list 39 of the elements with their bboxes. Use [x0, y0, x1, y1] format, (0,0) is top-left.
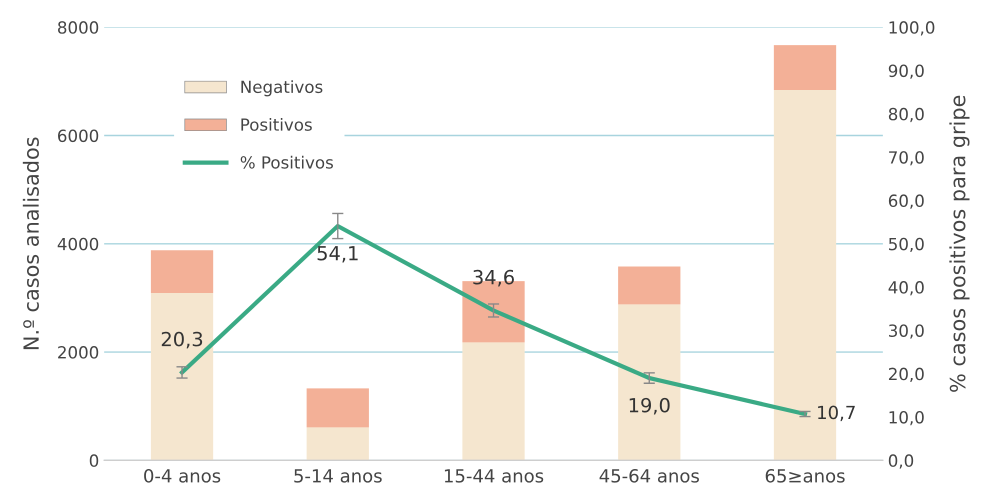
x-tick-label: 5-14 anos	[294, 469, 382, 483]
bar	[306, 427, 369, 460]
y-tick-label: 8000	[58, 21, 98, 34]
y-tick-label: 6000	[58, 129, 98, 142]
y2-tick-label: 60,0	[888, 194, 924, 209]
bar	[462, 342, 525, 460]
y2-tick-label: 0,0	[888, 454, 914, 469]
y-tick-label: 2000	[58, 346, 98, 359]
y2-axis-title: % casos positivos para gripe	[949, 96, 970, 392]
y2-tick-label: 30,0	[889, 324, 924, 339]
bar	[774, 45, 836, 90]
data-label: 19,0	[630, 398, 670, 415]
data-label: 34,6	[473, 270, 514, 286]
x-tick-label: 0-4 anos	[144, 469, 220, 483]
bar	[618, 304, 680, 460]
bar	[618, 266, 680, 304]
y-tick-label: 0	[90, 454, 98, 467]
y2-tick-label: 20,0	[888, 368, 924, 382]
y2-tick-label: 90,0	[888, 64, 924, 79]
y2-tick-label: 80,0	[888, 108, 924, 122]
bar	[150, 293, 214, 460]
legend-label: % Positivos	[240, 156, 333, 169]
y2-tick-label: 40,0	[888, 281, 924, 296]
y2-tick-label: 10,0	[890, 411, 924, 426]
legend-label: Positivos	[241, 118, 312, 131]
y2-tick-label: 100,0	[890, 21, 934, 36]
legend-label: Negativos	[241, 80, 322, 96]
y-axis-title: N.º casos analisados	[22, 137, 39, 350]
data-label: 54,1	[318, 246, 358, 263]
x-tick-label: 45-64 anos	[600, 469, 699, 483]
x-tick-label: 15-44 anos	[444, 469, 544, 483]
y2-tick-label: 50,0	[889, 238, 924, 252]
data-label: 10,7	[818, 406, 855, 422]
y-tick-label: 4000	[58, 238, 98, 250]
data-label: 20,3	[162, 332, 202, 348]
bar	[150, 250, 214, 294]
bar	[306, 388, 369, 428]
x-tick-label: 65≥anos	[766, 469, 845, 483]
y2-tick-label: 70,0	[889, 151, 924, 166]
